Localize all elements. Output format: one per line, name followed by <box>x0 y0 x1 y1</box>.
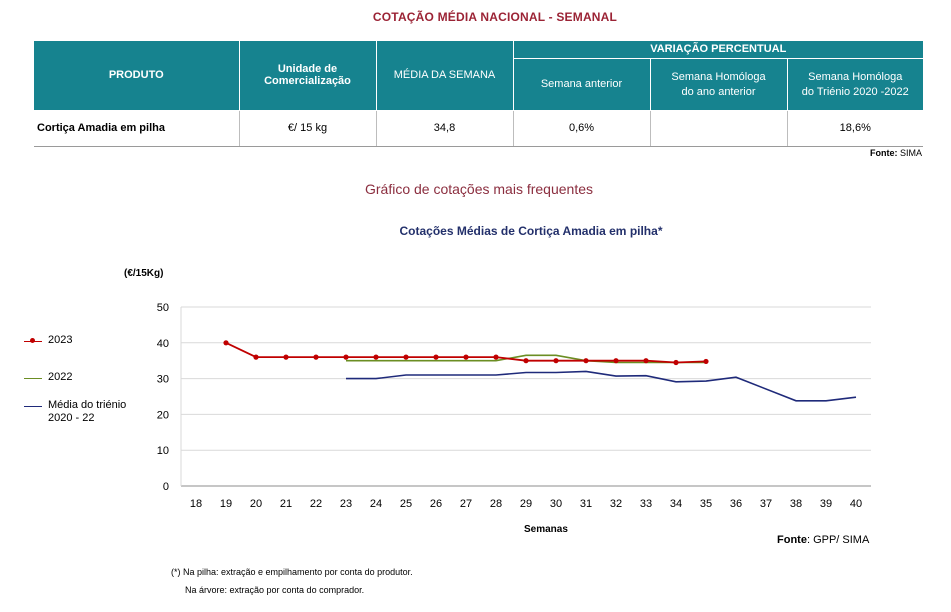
col-header-semana-anterior: Semana anterior <box>513 58 651 111</box>
data-point <box>583 358 589 364</box>
y-tick-label: 10 <box>157 445 169 457</box>
x-tick-label: 22 <box>310 498 322 510</box>
legend-swatch-2022 <box>24 378 42 379</box>
x-tick-label: 36 <box>730 498 742 510</box>
legend-marker-2023 <box>30 338 35 343</box>
x-tick-label: 31 <box>580 498 592 510</box>
data-point <box>373 354 379 360</box>
x-tick-label: 37 <box>760 498 772 510</box>
y-tick-label: 20 <box>157 409 169 421</box>
x-tick-label: 19 <box>220 498 232 510</box>
col-header-trienio: Semana Homóloga do Triénio 2020 -2022 <box>787 58 924 111</box>
page-title: COTAÇÃO MÉDIA NACIONAL - SEMANAL <box>372 10 618 24</box>
cell-produto: Cortiça Amadia em pilha <box>34 110 240 147</box>
chart-title: Cotações Médias de Cortiça Amadia em pil… <box>399 224 663 238</box>
y-axis-label: (€/15Kg) <box>124 268 164 279</box>
data-point <box>313 354 319 360</box>
cell-trienio: 18,6% <box>787 110 924 147</box>
y-tick-label: 40 <box>157 338 169 350</box>
x-tick-label: 23 <box>340 498 352 510</box>
legend-label-trienio-line2: 2020 - 22 <box>48 412 95 424</box>
cell-semana-anterior: 0,6% <box>513 110 651 147</box>
col-header-trienio-line2: do Triénio 2020 -2022 <box>801 85 909 98</box>
x-tick-label: 32 <box>610 498 622 510</box>
y-tick-label: 30 <box>157 374 169 386</box>
data-point <box>643 358 649 364</box>
cell-media: 34,8 <box>376 110 514 147</box>
chart-heading: Gráfico de cotações mais frequentes <box>364 181 593 197</box>
x-tick-label: 38 <box>790 498 802 510</box>
table-source-value: SIMA <box>899 148 922 158</box>
table-source: Fonte: SIMA <box>870 148 922 158</box>
price-table: PRODUTO Unidade de Comercialização MÉDIA… <box>34 41 924 147</box>
x-tick-label: 25 <box>400 498 412 510</box>
data-point <box>343 354 349 360</box>
col-header-variacao: VARIAÇÃO PERCENTUAL <box>513 41 924 59</box>
x-tick-label: 20 <box>250 498 262 510</box>
data-point <box>223 340 229 346</box>
x-tick-label: 34 <box>670 498 682 510</box>
footnote-pilha: (*) Na pilha: extração e empilhamento po… <box>171 567 413 577</box>
legend-swatch-trienio <box>24 406 42 407</box>
x-tick-label: 27 <box>460 498 472 510</box>
x-tick-label: 33 <box>640 498 652 510</box>
cell-unidade: €/ 15 kg <box>239 110 377 147</box>
col-header-produto: PRODUTO <box>34 41 240 111</box>
x-tick-label: 26 <box>430 498 442 510</box>
footnote-arvore: Na árvore: extração por conta do comprad… <box>185 585 365 595</box>
col-header-semana-homologa-line1: Semana Homóloga <box>671 70 766 83</box>
cell-semana-homologa <box>650 110 788 147</box>
series-line-média-do-triénio-2020---22 <box>346 370 857 402</box>
col-header-trienio-line1: Semana Homóloga <box>808 70 903 83</box>
chart-source-label: Fonte <box>777 534 807 546</box>
legend-label-trienio-line1: Média do triénio <box>48 399 127 411</box>
x-tick-label: 28 <box>490 498 502 510</box>
table-source-label: Fonte: <box>869 148 898 158</box>
data-point <box>703 358 709 365</box>
data-point <box>493 354 499 360</box>
data-point <box>553 358 559 364</box>
data-point <box>523 358 529 364</box>
y-tick-label: 50 <box>157 302 169 314</box>
chart-source-value: : GPP/ SIMA <box>806 534 870 546</box>
x-axis-label: Semanas <box>524 524 568 535</box>
data-point <box>403 354 409 360</box>
x-tick-label: 29 <box>520 498 532 510</box>
col-header-media: MÉDIA DA SEMANA <box>376 41 514 111</box>
legend-label-2022: 2022 <box>48 371 73 383</box>
chart-source: Fonte: GPP/ SIMA <box>777 534 869 546</box>
x-tick-label: 24 <box>370 498 382 510</box>
x-tick-label: 21 <box>280 498 292 510</box>
table-row: Cortiça Amadia em pilha €/ 15 kg 34,8 0,… <box>34 110 924 147</box>
data-point <box>613 358 619 364</box>
x-tick-label: 40 <box>850 498 862 510</box>
col-header-semana-homologa-line2: do ano anterior <box>681 85 756 98</box>
data-point <box>283 354 289 360</box>
legend-label-trienio: Média do triénio 2020 - 22 <box>48 399 126 425</box>
data-point <box>673 359 679 366</box>
data-point <box>433 354 439 360</box>
data-point <box>253 354 259 360</box>
x-tick-label: 30 <box>550 498 562 510</box>
x-tick-label: 35 <box>700 498 712 510</box>
y-tick-label: 0 <box>163 481 169 493</box>
legend-label-2023: 2023 <box>48 334 73 346</box>
col-header-unidade: Unidade de Comercialização <box>239 41 377 111</box>
col-header-semana-homologa: Semana Homóloga do ano anterior <box>650 58 788 111</box>
x-tick-label: 18 <box>190 498 202 510</box>
data-point <box>463 354 469 360</box>
x-tick-label: 39 <box>820 498 832 510</box>
